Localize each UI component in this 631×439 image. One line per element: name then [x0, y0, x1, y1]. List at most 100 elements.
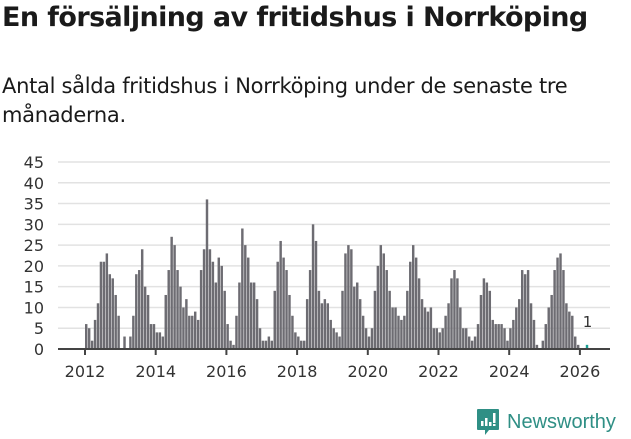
bar: [485, 282, 489, 349]
bar: [241, 228, 244, 349]
bar: [329, 319, 332, 349]
bar: [503, 328, 506, 349]
bar: [347, 245, 350, 349]
bar: [264, 340, 268, 349]
bar: [361, 315, 365, 349]
bar: [414, 257, 418, 349]
bar: [270, 340, 274, 349]
bar: [229, 340, 232, 349]
bar: [568, 311, 571, 349]
bar: [140, 249, 144, 349]
bar: [356, 282, 359, 349]
bar: [238, 282, 241, 349]
x-tick-label: 2018: [277, 362, 318, 381]
bar: [185, 299, 188, 349]
bar: [276, 261, 279, 349]
bar: [214, 282, 218, 349]
bar: [500, 324, 503, 349]
bar: [426, 311, 430, 349]
y-tick-label: 15: [24, 278, 44, 297]
bar: [99, 261, 103, 349]
x-tick-label: 2024: [489, 362, 530, 381]
bar: [409, 261, 412, 349]
bar: [411, 245, 415, 349]
bar: [273, 290, 276, 349]
bar: [576, 344, 580, 349]
y-tick-label: 20: [24, 257, 44, 276]
bar: [385, 270, 388, 349]
bar: [149, 324, 153, 349]
bar: [249, 282, 253, 349]
y-tick-label: 25: [24, 236, 44, 255]
bar: [232, 344, 235, 349]
bar: [188, 315, 191, 349]
bar: [311, 224, 315, 349]
bar: [191, 315, 194, 349]
bar: [574, 336, 577, 349]
bar: [467, 336, 471, 349]
bar: [441, 328, 444, 349]
last-value-label: 1: [583, 313, 593, 331]
bar: [114, 294, 117, 349]
bar: [529, 303, 533, 349]
bar: [170, 236, 173, 349]
bar: [497, 324, 500, 349]
bar: [211, 261, 215, 349]
bar: [93, 319, 97, 349]
bar: [123, 336, 126, 349]
bar: [473, 336, 477, 349]
y-tick-label: 30: [24, 215, 44, 234]
bar: [338, 336, 341, 349]
bar: [85, 324, 88, 349]
bar: [146, 294, 150, 349]
bar: [394, 307, 397, 349]
bar: [403, 315, 406, 349]
y-tick-label: 5: [34, 319, 44, 338]
chart-subtitle: Antal sålda fritidshus i Norrköping unde…: [2, 74, 568, 127]
bar: [350, 249, 353, 349]
bar: [370, 328, 374, 349]
bar: [199, 270, 203, 349]
bar: [364, 328, 368, 349]
bar: [143, 286, 147, 349]
bar: [476, 324, 480, 349]
newsworthy-icon: [477, 409, 499, 435]
bar: [223, 290, 226, 349]
bar: [111, 278, 114, 349]
bar: [379, 245, 383, 349]
bar: [512, 319, 515, 349]
bar: [465, 328, 468, 349]
bar: [470, 340, 474, 349]
bar: [288, 294, 291, 349]
y-tick-label: 45: [24, 153, 44, 172]
bars: 1: [85, 199, 592, 349]
y-tick-label: 0: [34, 340, 44, 359]
bar: [279, 240, 282, 349]
bar: [173, 245, 176, 349]
bar: [491, 319, 494, 349]
bar: [367, 336, 371, 349]
chart-title: En försäljning av fritidshus i Norrköpin…: [2, 2, 588, 33]
bar: [400, 319, 403, 349]
bar: [247, 257, 250, 349]
bar: [90, 340, 94, 349]
bar: [323, 299, 327, 349]
bar: [432, 328, 436, 349]
y-tick-label: 40: [24, 174, 44, 193]
bar: [506, 340, 509, 349]
bar: [108, 274, 112, 349]
bar: [344, 253, 347, 349]
bar: [544, 324, 547, 349]
bar: [308, 270, 312, 349]
bar: [479, 294, 483, 349]
x-tick-label: 2012: [65, 362, 106, 381]
bar: [244, 245, 247, 349]
bar: [235, 315, 238, 349]
bar: [226, 324, 229, 349]
bar: [550, 294, 553, 349]
bar: [518, 299, 521, 349]
bar: [302, 340, 306, 349]
bar: [294, 332, 297, 349]
bar: [182, 307, 185, 349]
bar: [397, 315, 400, 349]
